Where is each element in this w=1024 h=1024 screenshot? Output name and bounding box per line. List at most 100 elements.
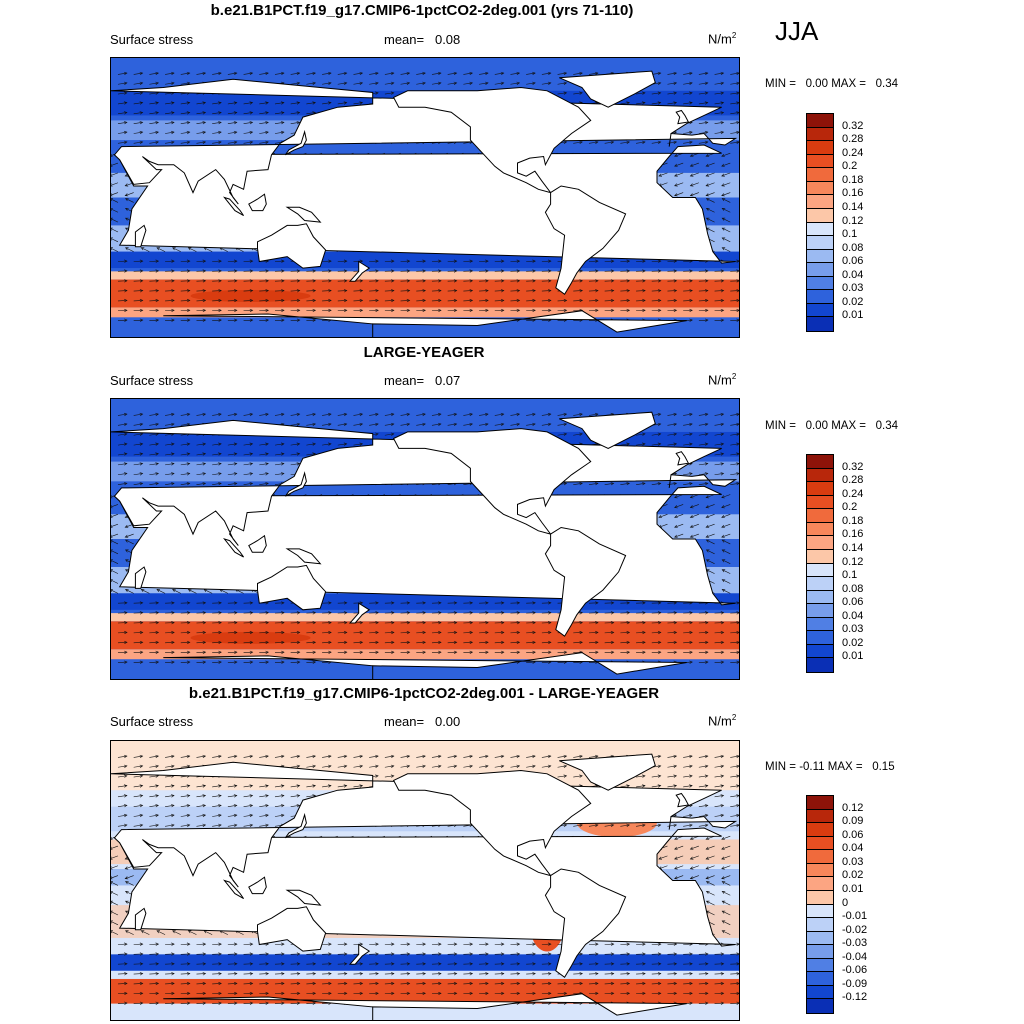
wind-stress-vector-head bbox=[233, 601, 238, 605]
wind-stress-vector-head bbox=[124, 650, 128, 654]
wind-stress-vector bbox=[721, 533, 731, 538]
wind-stress-vector bbox=[133, 141, 143, 144]
wind-stress-vector-head bbox=[139, 764, 144, 768]
wind-stress-vector-head bbox=[155, 121, 159, 125]
wind-stress-vector bbox=[683, 131, 693, 134]
wind-stress-vector-head bbox=[171, 794, 175, 798]
wind-stress-vector-head bbox=[736, 442, 739, 446]
wind-stress-vector bbox=[149, 443, 159, 446]
wind-stress-vector bbox=[165, 483, 175, 485]
wind-stress-vector bbox=[604, 483, 614, 485]
wind-stress-vector-head bbox=[155, 804, 159, 808]
wind-stress-vector-head bbox=[249, 140, 254, 144]
wind-stress-vector-head bbox=[124, 539, 129, 543]
wind-stress-vector bbox=[667, 443, 677, 446]
wind-stress-vector-head bbox=[721, 173, 725, 177]
wind-stress-vector-head bbox=[281, 308, 285, 313]
wind-stress-vector-head bbox=[689, 534, 694, 538]
wind-stress-vector bbox=[212, 755, 222, 758]
wind-stress-vector-head bbox=[720, 130, 725, 135]
wind-stress-vector-head bbox=[218, 784, 222, 788]
wind-stress-vector bbox=[196, 413, 206, 416]
wind-stress-vector-head bbox=[422, 764, 426, 768]
panel-1-title: b.e21.B1PCT.f19_g17.CMIP6-1pctCO2-2deg.0… bbox=[210, 2, 634, 19]
wind-stress-vector-head bbox=[532, 621, 536, 625]
wind-stress-vector-head bbox=[579, 269, 583, 273]
wind-stress-vector-head bbox=[123, 111, 128, 115]
panel-1-mean-value: 0.08 bbox=[434, 32, 461, 47]
wind-stress-vector bbox=[196, 122, 206, 124]
wind-stress-vector-head bbox=[111, 227, 113, 231]
wind-stress-vector-head bbox=[704, 813, 709, 818]
wind-stress-vector-head bbox=[202, 279, 207, 283]
wind-stress-vector-head bbox=[657, 601, 662, 605]
wind-stress-vector-head bbox=[249, 308, 254, 313]
wind-stress-vector bbox=[337, 102, 347, 105]
wind-stress-vector-head bbox=[343, 621, 348, 625]
wind-stress-vector bbox=[212, 131, 222, 134]
wind-stress-vector-head bbox=[249, 412, 254, 417]
wind-stress-vector bbox=[479, 755, 489, 758]
wind-stress-vector-head bbox=[202, 611, 207, 615]
wind-stress-vector bbox=[683, 443, 693, 446]
wind-stress-vector-head bbox=[736, 432, 739, 436]
wind-stress-vector-head bbox=[720, 111, 725, 115]
wind-stress-vector bbox=[196, 785, 206, 788]
wind-stress-vector-head bbox=[296, 412, 301, 417]
wind-stress-vector-head bbox=[202, 640, 207, 645]
wind-stress-vector-head bbox=[139, 472, 144, 476]
wind-stress-vector-head bbox=[736, 279, 739, 283]
wind-stress-vector-head bbox=[281, 259, 285, 263]
wind-stress-vector-head bbox=[171, 140, 175, 144]
wind-stress-vector-head bbox=[343, 442, 348, 446]
wind-stress-vector-head bbox=[139, 91, 144, 95]
wind-stress-vector-head bbox=[563, 412, 568, 417]
wind-stress-vector bbox=[133, 112, 143, 115]
wind-stress-vector bbox=[274, 413, 284, 416]
wind-stress-vector bbox=[526, 413, 536, 416]
wind-stress-vector-head bbox=[265, 140, 269, 144]
wind-stress-vector bbox=[722, 589, 731, 594]
wind-stress-vector-head bbox=[485, 422, 489, 427]
season-label: JJA bbox=[775, 16, 819, 46]
wind-stress-vector-head bbox=[422, 754, 426, 759]
wind-stress-vector-head bbox=[265, 660, 269, 664]
wind-stress-vector bbox=[541, 765, 551, 768]
wind-stress-vector-head bbox=[233, 482, 238, 486]
wind-stress-vector-head bbox=[186, 298, 191, 303]
wind-stress-vector-head bbox=[437, 71, 442, 76]
wind-stress-vector bbox=[651, 785, 661, 788]
wind-stress-vector bbox=[212, 72, 222, 75]
wind-stress-vector-head bbox=[390, 308, 395, 313]
wind-stress-vector-head bbox=[123, 91, 128, 95]
wind-stress-vector-head bbox=[500, 611, 505, 615]
wind-stress-vector bbox=[722, 549, 731, 555]
wind-stress-vector-head bbox=[139, 482, 144, 486]
wind-stress-vector bbox=[353, 755, 363, 758]
wind-stress-vector-head bbox=[626, 784, 630, 788]
wind-stress-vector-head bbox=[547, 650, 552, 654]
wind-stress-vector-head bbox=[547, 269, 552, 273]
wind-stress-vector bbox=[180, 463, 190, 466]
wind-stress-vector-head bbox=[265, 784, 269, 788]
wind-stress-vector-head bbox=[674, 495, 678, 499]
wind-stress-vector bbox=[306, 795, 316, 798]
wind-stress-vector bbox=[243, 483, 253, 485]
wind-stress-vector bbox=[165, 92, 175, 95]
wind-stress-vector-head bbox=[186, 259, 191, 263]
wind-stress-vector-head bbox=[642, 140, 646, 144]
wind-stress-vector bbox=[133, 433, 143, 436]
wind-stress-vector-head bbox=[171, 130, 175, 135]
wind-stress-vector-head bbox=[720, 289, 725, 293]
wind-stress-vector-head bbox=[595, 308, 599, 313]
wind-stress-vector bbox=[274, 112, 284, 115]
wind-stress-vector-head bbox=[438, 279, 442, 283]
wind-stress-vector bbox=[683, 433, 693, 436]
wind-stress-vector bbox=[651, 413, 661, 416]
wind-stress-vector bbox=[620, 785, 630, 788]
wind-stress-vector-head bbox=[202, 318, 207, 322]
wind-stress-vector-head bbox=[406, 269, 411, 273]
wind-stress-vector bbox=[706, 494, 715, 498]
wind-stress-vector-head bbox=[390, 289, 395, 293]
wind-stress-vector bbox=[714, 92, 724, 95]
